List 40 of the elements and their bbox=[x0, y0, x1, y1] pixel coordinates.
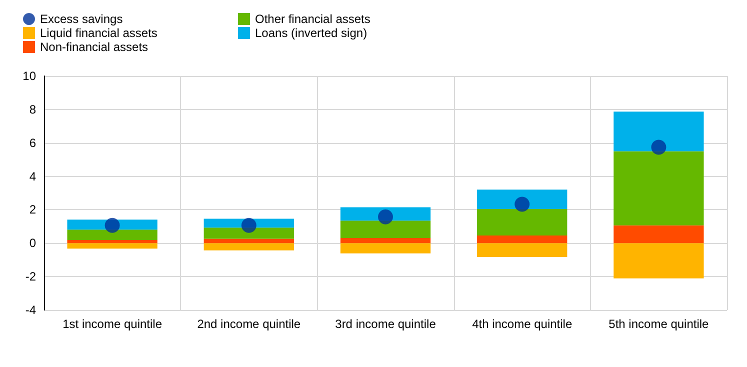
legend-label: Excess savings bbox=[40, 12, 123, 26]
y-tick-label: 2 bbox=[29, 202, 36, 217]
bar bbox=[340, 220, 431, 238]
bar bbox=[204, 243, 294, 250]
y-tick-label: 6 bbox=[29, 136, 36, 150]
bar bbox=[204, 228, 294, 239]
legend-label: Loans (inverted sign) bbox=[255, 26, 368, 40]
point bbox=[241, 218, 256, 233]
y-tick-label: 0 bbox=[29, 236, 36, 250]
legend-label: Other financial assets bbox=[255, 12, 370, 26]
y-tick-label: 8 bbox=[29, 102, 36, 116]
y-tick-label: 4 bbox=[29, 169, 36, 184]
y-tick-label: -4 bbox=[25, 303, 36, 317]
bar bbox=[614, 151, 704, 226]
bar bbox=[614, 243, 704, 278]
bar bbox=[67, 240, 158, 244]
bar bbox=[477, 190, 568, 210]
bar bbox=[340, 238, 431, 244]
y-tick-label: 10 bbox=[22, 69, 36, 83]
legend-label: Non-financial assets bbox=[40, 40, 148, 54]
bar bbox=[204, 238, 294, 244]
point bbox=[651, 140, 666, 155]
point bbox=[378, 209, 393, 224]
bar bbox=[477, 235, 568, 244]
bar bbox=[67, 243, 158, 249]
bar bbox=[340, 243, 431, 254]
x-tick-label: 4th income quintile bbox=[472, 317, 572, 331]
point bbox=[104, 218, 120, 233]
bar bbox=[67, 230, 158, 240]
x-tick-label: 5th income quintile bbox=[608, 317, 710, 331]
bar bbox=[477, 209, 568, 236]
y-tick-label: -2 bbox=[25, 270, 36, 284]
legend-label: Liquid financial assets bbox=[40, 26, 158, 40]
x-tick-label: 3rd income quintile bbox=[335, 317, 436, 331]
point bbox=[514, 196, 530, 212]
bar bbox=[614, 225, 704, 244]
bar bbox=[477, 243, 568, 258]
x-tick-label: 1st income quintile bbox=[62, 317, 162, 331]
x-tick-label: 2nd income quintile bbox=[197, 317, 301, 331]
bar bbox=[614, 112, 704, 152]
